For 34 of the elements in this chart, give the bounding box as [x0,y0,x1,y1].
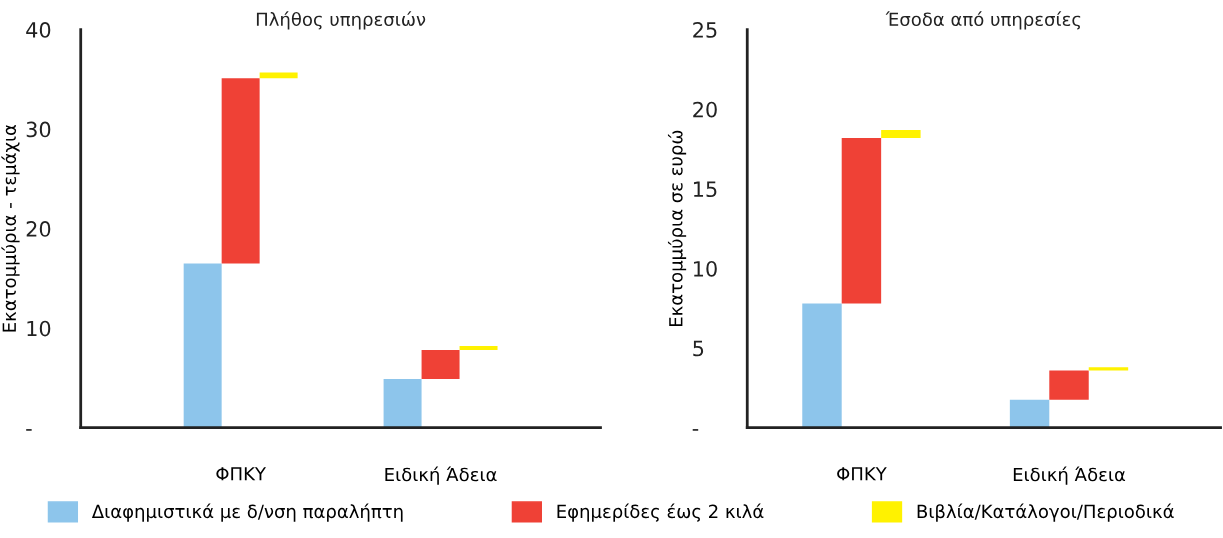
y-tick-label: 10 [27,320,51,337]
y-tick-label: 30 [26,121,51,138]
y-tick-label: 40 [26,22,51,38]
legend-label: Διαφημιστικά με δ/νση παραλήπτη [91,503,403,522]
bar [841,137,882,304]
bar [1049,370,1089,400]
legend-label: Βιβλία/Κατάλογοι/Περιοδικά [917,503,1174,522]
y-axis-title: Εκατομμύρια - τεμάχια [1,124,20,332]
y-tick-label: 10 [693,260,717,277]
x-tick-label: ΦΠΚΥ [837,467,887,481]
bar [221,78,260,264]
x-tick-label: ΦΠΚΥ [216,467,267,481]
bar [259,72,298,79]
bar [881,129,921,138]
y-tick-label: - [26,429,32,431]
y-tick-label: - [692,429,699,431]
y-tick-label: 20 [693,101,717,118]
bar [802,303,842,428]
legend-label: Εφημερίδες έως 2 κιλά [557,503,764,522]
y-tick-label: 15 [693,181,717,198]
y-axis-title: Εκατομμύρια σε ευρώ [667,130,687,326]
bar [183,263,222,428]
bar [421,350,460,379]
y-tick-label: 5 [693,340,704,357]
chart-title: Έσοδα από υπηρεσίες [885,11,1081,30]
chart-title: Πλήθος υπηρεσιών [256,11,426,30]
y-tick-label: 25 [693,22,717,38]
bar [459,346,498,351]
bar [1088,367,1129,371]
x-tick-label: Ειδική Άδεια [1013,466,1126,485]
bar [383,378,422,428]
y-tick-label: 20 [26,221,51,237]
bar [1009,399,1050,428]
x-tick-label: Ειδική Άδεια [385,466,497,485]
